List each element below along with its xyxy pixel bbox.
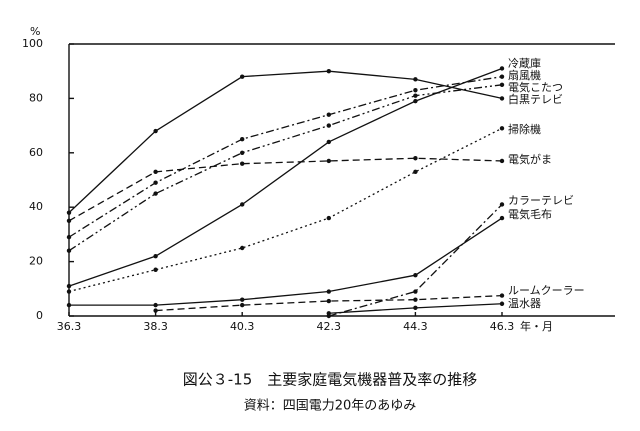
data-point bbox=[66, 248, 72, 253]
series-label: 電気がま bbox=[508, 152, 552, 166]
data-point bbox=[413, 93, 418, 98]
series-label: 白黒テレビ bbox=[508, 92, 563, 106]
chart-title: 図公３-15 主要家庭電気機器普及率の推移 bbox=[183, 371, 478, 389]
data-point bbox=[326, 139, 331, 145]
data-point bbox=[240, 150, 245, 155]
series-label: 温水器 bbox=[508, 297, 541, 310]
y-tick-label: 0 bbox=[36, 309, 43, 322]
data-point bbox=[499, 215, 505, 221]
data-point bbox=[240, 302, 245, 308]
y-tick-label: 40 bbox=[29, 200, 43, 213]
data-point bbox=[413, 305, 418, 311]
series-line bbox=[328, 204, 503, 317]
data-point bbox=[413, 289, 418, 294]
data-point bbox=[326, 215, 331, 221]
data-point bbox=[413, 169, 418, 175]
series-label: 掃除機 bbox=[508, 122, 541, 136]
data-point bbox=[153, 267, 158, 272]
data-point bbox=[499, 66, 505, 71]
data-point bbox=[326, 112, 331, 117]
data-point bbox=[66, 283, 72, 289]
data-point bbox=[240, 202, 245, 207]
data-point bbox=[326, 69, 331, 74]
data-point bbox=[326, 289, 331, 294]
series-label: 冷蔵庫 bbox=[508, 56, 541, 70]
data-point bbox=[66, 218, 72, 223]
data-point bbox=[326, 123, 331, 128]
data-point bbox=[153, 180, 158, 185]
x-tick-label: 40.3 bbox=[230, 320, 255, 333]
series-label: 電気こたつ bbox=[508, 80, 563, 94]
data-point bbox=[413, 98, 418, 104]
data-point bbox=[153, 302, 158, 308]
series-line bbox=[68, 157, 503, 222]
data-point bbox=[240, 297, 245, 302]
y-tick-label: 60 bbox=[29, 146, 43, 159]
x-tick-label: 38.3 bbox=[143, 320, 168, 333]
series-line bbox=[68, 67, 503, 287]
series-label: ルームクーラー bbox=[508, 284, 585, 297]
data-point bbox=[499, 74, 505, 79]
data-point bbox=[413, 88, 418, 93]
series-line bbox=[68, 84, 503, 252]
data-point bbox=[66, 234, 72, 240]
data-point bbox=[499, 293, 505, 298]
data-point bbox=[66, 289, 72, 294]
data-point bbox=[326, 311, 331, 316]
data-point bbox=[499, 82, 505, 88]
data-point bbox=[499, 202, 505, 207]
series-line bbox=[68, 127, 503, 293]
x-tick-label: 46.3 bbox=[490, 320, 515, 333]
data-point bbox=[499, 158, 505, 164]
y-tick-label: 100 bbox=[22, 37, 43, 50]
series-line bbox=[68, 70, 503, 214]
data-point bbox=[499, 301, 505, 306]
data-point bbox=[66, 210, 72, 215]
series-label: カラーテレビ bbox=[508, 194, 574, 207]
data-point bbox=[326, 298, 331, 304]
data-point bbox=[326, 158, 331, 164]
x-unit: 年・月 bbox=[520, 319, 553, 333]
data-point bbox=[66, 302, 72, 308]
series-label: 扇風機 bbox=[508, 68, 541, 82]
data-point bbox=[153, 191, 158, 196]
series-line bbox=[69, 217, 503, 306]
data-point bbox=[153, 253, 158, 259]
data-point bbox=[240, 74, 245, 79]
data-point bbox=[499, 96, 505, 101]
data-point bbox=[240, 245, 245, 251]
data-point bbox=[240, 161, 245, 166]
chart-subtitle: 資料：四国電力20年のあゆみ bbox=[244, 399, 417, 414]
series-line bbox=[155, 294, 503, 312]
series-line bbox=[68, 75, 503, 238]
y-tick-label: 80 bbox=[29, 91, 43, 104]
data-point bbox=[413, 77, 418, 82]
x-tick-label: 44.3 bbox=[403, 320, 428, 333]
data-point bbox=[413, 156, 418, 161]
data-point bbox=[153, 169, 158, 175]
data-point bbox=[240, 137, 245, 142]
x-tick-label: 42.3 bbox=[317, 320, 342, 333]
data-point bbox=[153, 128, 158, 134]
data-point bbox=[499, 126, 505, 131]
data-point bbox=[413, 273, 418, 278]
y-tick-label: 20 bbox=[29, 255, 43, 268]
series-label: 電気毛布 bbox=[508, 207, 552, 221]
y-unit: % bbox=[30, 25, 40, 38]
data-point bbox=[413, 297, 418, 302]
data-point bbox=[153, 308, 158, 313]
x-tick-label: 36.3 bbox=[57, 320, 82, 333]
